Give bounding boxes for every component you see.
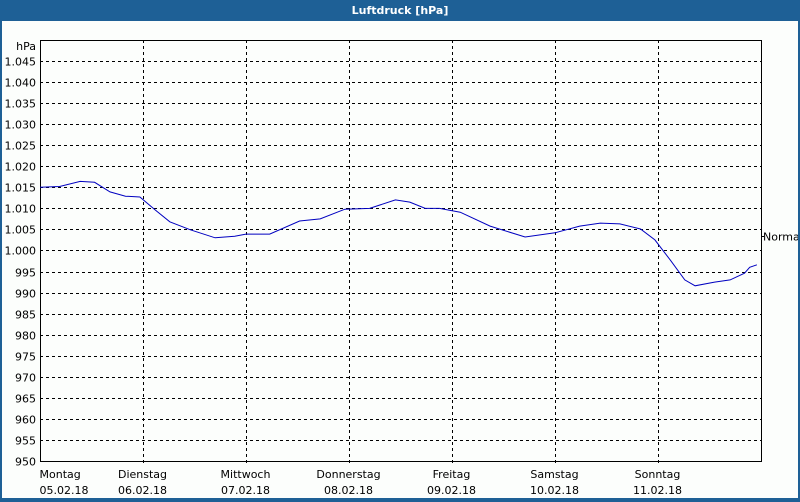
x-tick-date: 08.02.18 <box>324 484 373 497</box>
y-tick-label: 960 <box>15 414 36 427</box>
y-tick-label: 965 <box>15 393 36 406</box>
normal-label: Normal <box>763 231 798 244</box>
y-tick-label: 1.005 <box>5 224 37 237</box>
y-tick-label: 1.035 <box>5 98 37 111</box>
chart-canvas: 1.045 1.040 1.035 1.030 1.025 1.020 1.015 1.010… <box>2 21 800 498</box>
x-tick-date: 09.02.18 <box>427 484 476 497</box>
y-tick-label: 1.040 <box>5 77 37 90</box>
x-tick-date: 11.02.18 <box>633 484 682 497</box>
x-tick-day: Donnerstag <box>316 468 380 481</box>
y-tick-label: 1.010 <box>5 203 37 216</box>
x-tick-day: Freitag <box>433 468 471 481</box>
y-tick-label: 1.045 <box>5 56 37 69</box>
x-tick-day: Montag <box>40 468 81 481</box>
pressure-chart: 1.045 1.040 1.035 1.030 1.025 1.020 1.015 1.010… <box>5 40 800 497</box>
y-tick-label: 1.025 <box>5 140 37 153</box>
y-tick-label: 1.030 <box>5 119 37 132</box>
x-tick-date: 10.02.18 <box>530 484 579 497</box>
x-tick-day: Mittwoch <box>221 468 271 481</box>
y-tick-label: 1.015 <box>5 182 37 195</box>
x-tick-date: 06.02.18 <box>118 484 167 497</box>
y-tick-label: 990 <box>15 288 36 301</box>
chart-title: Luftdruck [hPa] <box>0 0 800 21</box>
pressure-series-line <box>39 180 758 287</box>
y-tick-label: 955 <box>15 435 36 448</box>
y-tick-label: 975 <box>15 351 36 364</box>
x-tick-day: Sonntag <box>635 468 681 481</box>
y-tick-label: 970 <box>15 372 36 385</box>
x-tick-date: 07.02.18 <box>221 484 270 497</box>
plot-area-border <box>40 40 762 462</box>
y-tick-label: 985 <box>15 309 36 322</box>
y-tick-label: 980 <box>15 330 36 343</box>
y-tick-label: 1.000 <box>5 245 37 258</box>
x-tick-day: Samstag <box>530 468 578 481</box>
x-tick-day: Dienstag <box>118 468 167 481</box>
y-tick-label: 1.020 <box>5 161 37 174</box>
y-tick-label: 995 <box>15 267 36 280</box>
y-axis-unit: hPa <box>16 40 36 53</box>
x-tick-date: 05.02.18 <box>40 484 89 497</box>
y-tick-label: 950 <box>15 456 36 469</box>
